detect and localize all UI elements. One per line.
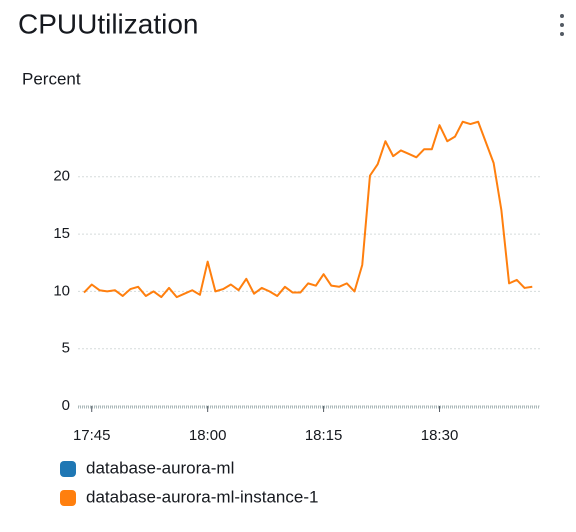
- legend-swatch[interactable]: [60, 461, 76, 477]
- x-tick-label: 18:00: [189, 427, 227, 444]
- chart-title: CPUUtilization: [18, 8, 199, 39]
- y-tick-label: 10: [53, 282, 70, 299]
- x-tick-label: 18:15: [305, 427, 343, 444]
- x-tick-label: 17:45: [73, 427, 111, 444]
- y-tick-label: 5: [62, 340, 70, 357]
- y-axis-label: Percent: [22, 69, 81, 88]
- y-tick-label: 0: [62, 397, 70, 414]
- x-tick-label: 18:30: [421, 427, 459, 444]
- y-tick-label: 15: [53, 225, 70, 242]
- widget-menu[interactable]: [560, 14, 564, 36]
- legend-label[interactable]: database-aurora-ml-instance-1: [86, 487, 318, 506]
- legend-swatch[interactable]: [60, 490, 76, 506]
- y-tick-label: 20: [53, 168, 70, 185]
- data-line: [83, 120, 533, 299]
- legend-label[interactable]: database-aurora-ml: [86, 458, 234, 477]
